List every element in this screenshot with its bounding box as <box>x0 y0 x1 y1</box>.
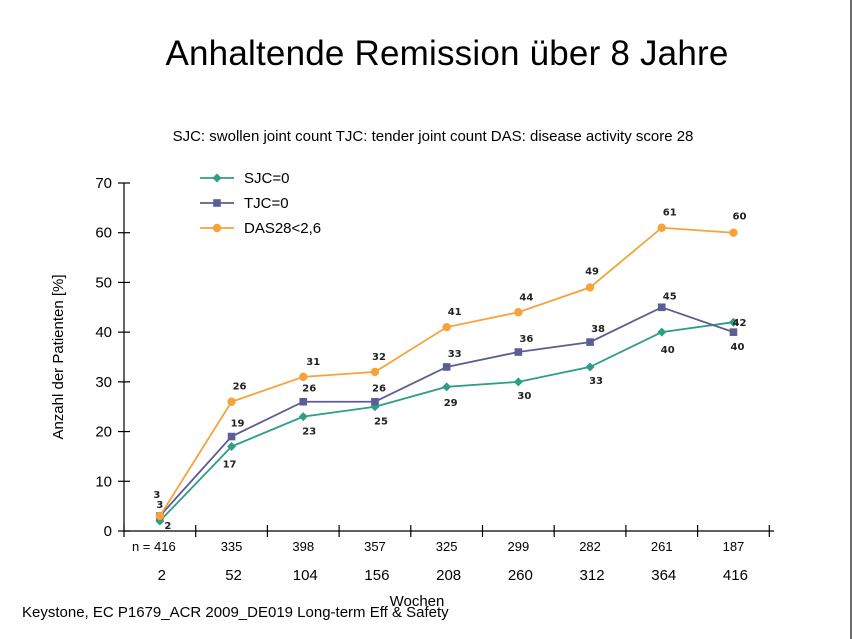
x-tick-label: 208 <box>436 567 461 584</box>
n-count-label: 282 <box>579 539 601 554</box>
data-point <box>299 397 308 406</box>
slide-title: Anhaltende Remission über 8 Jahre <box>165 34 729 73</box>
data-label: 61 <box>663 208 677 219</box>
series-line-0 <box>159 321 734 522</box>
y-tick-label: 40 <box>95 324 112 341</box>
data-label: 23 <box>302 427 316 438</box>
data-label: 45 <box>663 291 677 302</box>
data-label: 60 <box>732 212 746 223</box>
n-count-label: 335 <box>221 539 243 554</box>
data-label: 44 <box>519 292 533 303</box>
data-label: 41 <box>448 307 462 318</box>
data-point <box>442 363 451 371</box>
data-label: 3 <box>153 490 160 501</box>
data-point <box>728 317 738 327</box>
data-label: 36 <box>519 334 533 345</box>
x-tick-label: 312 <box>580 567 605 584</box>
legend-marker <box>212 173 222 183</box>
data-point <box>657 223 666 232</box>
x-tick-label: 2 <box>158 567 166 584</box>
data-label: 17 <box>223 459 237 470</box>
y-axis-title: Anzahl der Patienten [%] <box>50 274 67 439</box>
y-tick-label: 70 <box>95 175 112 192</box>
data-point <box>657 327 667 337</box>
data-label: 33 <box>448 349 462 360</box>
x-tick-label: 416 <box>723 567 748 584</box>
n-count-label: 187 <box>723 539 745 554</box>
y-tick-label: 10 <box>95 473 112 490</box>
data-point <box>155 511 165 521</box>
data-label: 26 <box>372 384 386 395</box>
data-label: 31 <box>306 357 320 368</box>
data-point <box>585 362 595 372</box>
data-point <box>227 441 237 451</box>
y-tick-label: 20 <box>95 424 112 441</box>
n-count-label: 325 <box>436 539 458 554</box>
data-label: 30 <box>517 391 531 402</box>
data-point <box>298 412 308 422</box>
y-tick-label: 60 <box>95 225 112 242</box>
legend-label: SJC=0 <box>244 170 289 187</box>
slide-border <box>850 0 852 639</box>
data-point <box>227 397 236 406</box>
x-axis-title: Wochen <box>390 593 445 610</box>
data-label: 25 <box>374 417 388 428</box>
data-point <box>442 322 451 332</box>
y-tick-label: 30 <box>95 374 112 391</box>
slide-subtitle: SJC: swollen joint count TJC: tender joi… <box>172 128 694 145</box>
y-tick-label: 50 <box>95 274 112 291</box>
data-label: 2 <box>164 521 171 532</box>
data-label: 49 <box>585 266 599 277</box>
n-count-label: 299 <box>507 539 529 554</box>
data-label: 29 <box>444 398 458 409</box>
data-label: 26 <box>302 384 316 395</box>
n-count-label: 398 <box>292 539 314 554</box>
n-count-label: 261 <box>651 539 673 554</box>
legend-label: DAS28<2,6 <box>244 220 321 237</box>
data-label: 3 <box>156 500 163 511</box>
data-label: 42 <box>732 318 746 329</box>
data-label: 26 <box>233 382 247 393</box>
data-point <box>299 372 308 382</box>
data-point <box>442 382 452 392</box>
data-label: 38 <box>591 324 605 335</box>
data-label: 40 <box>661 345 675 356</box>
legend-marker <box>212 223 222 233</box>
source-footer: Keystone, EC P1679_ACR 2009_DE019 Long-t… <box>22 604 449 621</box>
x-tick-label: 364 <box>651 567 676 584</box>
data-point <box>729 328 738 336</box>
data-point <box>514 348 523 356</box>
data-point <box>370 367 380 377</box>
data-label: 33 <box>589 376 603 387</box>
y-tick-label: 0 <box>104 523 112 540</box>
data-point <box>514 308 523 317</box>
x-tick-label: 104 <box>293 567 318 584</box>
data-point <box>657 303 666 312</box>
data-point <box>513 377 523 387</box>
series-line-2 <box>159 226 734 517</box>
data-label: 19 <box>231 419 245 430</box>
legend-label: TJC=0 <box>244 195 289 212</box>
data-label: 40 <box>730 342 744 353</box>
data-point <box>227 432 236 441</box>
data-point <box>585 283 595 292</box>
x-tick-label: 52 <box>225 567 242 584</box>
legend-marker <box>213 199 221 207</box>
n-count-label: n = 416 <box>132 539 176 554</box>
x-tick-label: 156 <box>364 567 389 584</box>
n-count-label: 357 <box>364 539 386 554</box>
x-tick-label: 260 <box>508 567 533 584</box>
data-point <box>729 228 738 237</box>
data-point <box>586 338 594 346</box>
data-label: 32 <box>372 352 386 363</box>
data-point <box>371 397 379 406</box>
